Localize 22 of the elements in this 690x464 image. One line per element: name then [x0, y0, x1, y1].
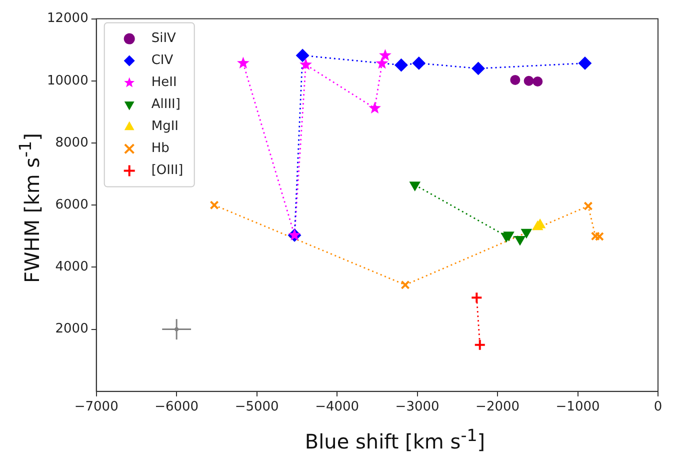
y-tick-label: 10000 [46, 73, 88, 88]
legend-label: HeII [151, 75, 177, 90]
legend-label: SiIV [151, 31, 176, 46]
legend-label: MgII [151, 119, 178, 134]
legend-label: AlIII] [151, 97, 180, 112]
legend-label: CIV [151, 53, 174, 68]
y-tick-label: 6000 [55, 197, 88, 212]
x-tick-label: −7000 [74, 400, 118, 415]
x-tick-label: 0 [654, 400, 662, 415]
x-axis-title: Blue shift [km s$^{-1}$] [304, 426, 486, 454]
legend-label: [OIII] [151, 163, 184, 178]
x-tick-label: −6000 [154, 400, 199, 415]
y-tick-label: 12000 [46, 11, 88, 26]
legend-label: Hb [151, 141, 170, 156]
y-tick-label: 2000 [55, 322, 88, 337]
y-tick-label: 8000 [55, 135, 88, 150]
x-tick-label: −3000 [395, 400, 440, 415]
x-tick-label: −2000 [476, 400, 520, 415]
x-tick-label: −1000 [556, 400, 600, 415]
y-tick-label: 4000 [55, 260, 88, 275]
x-tick-label: −4000 [315, 400, 360, 415]
x-tick-label: −5000 [234, 400, 279, 415]
